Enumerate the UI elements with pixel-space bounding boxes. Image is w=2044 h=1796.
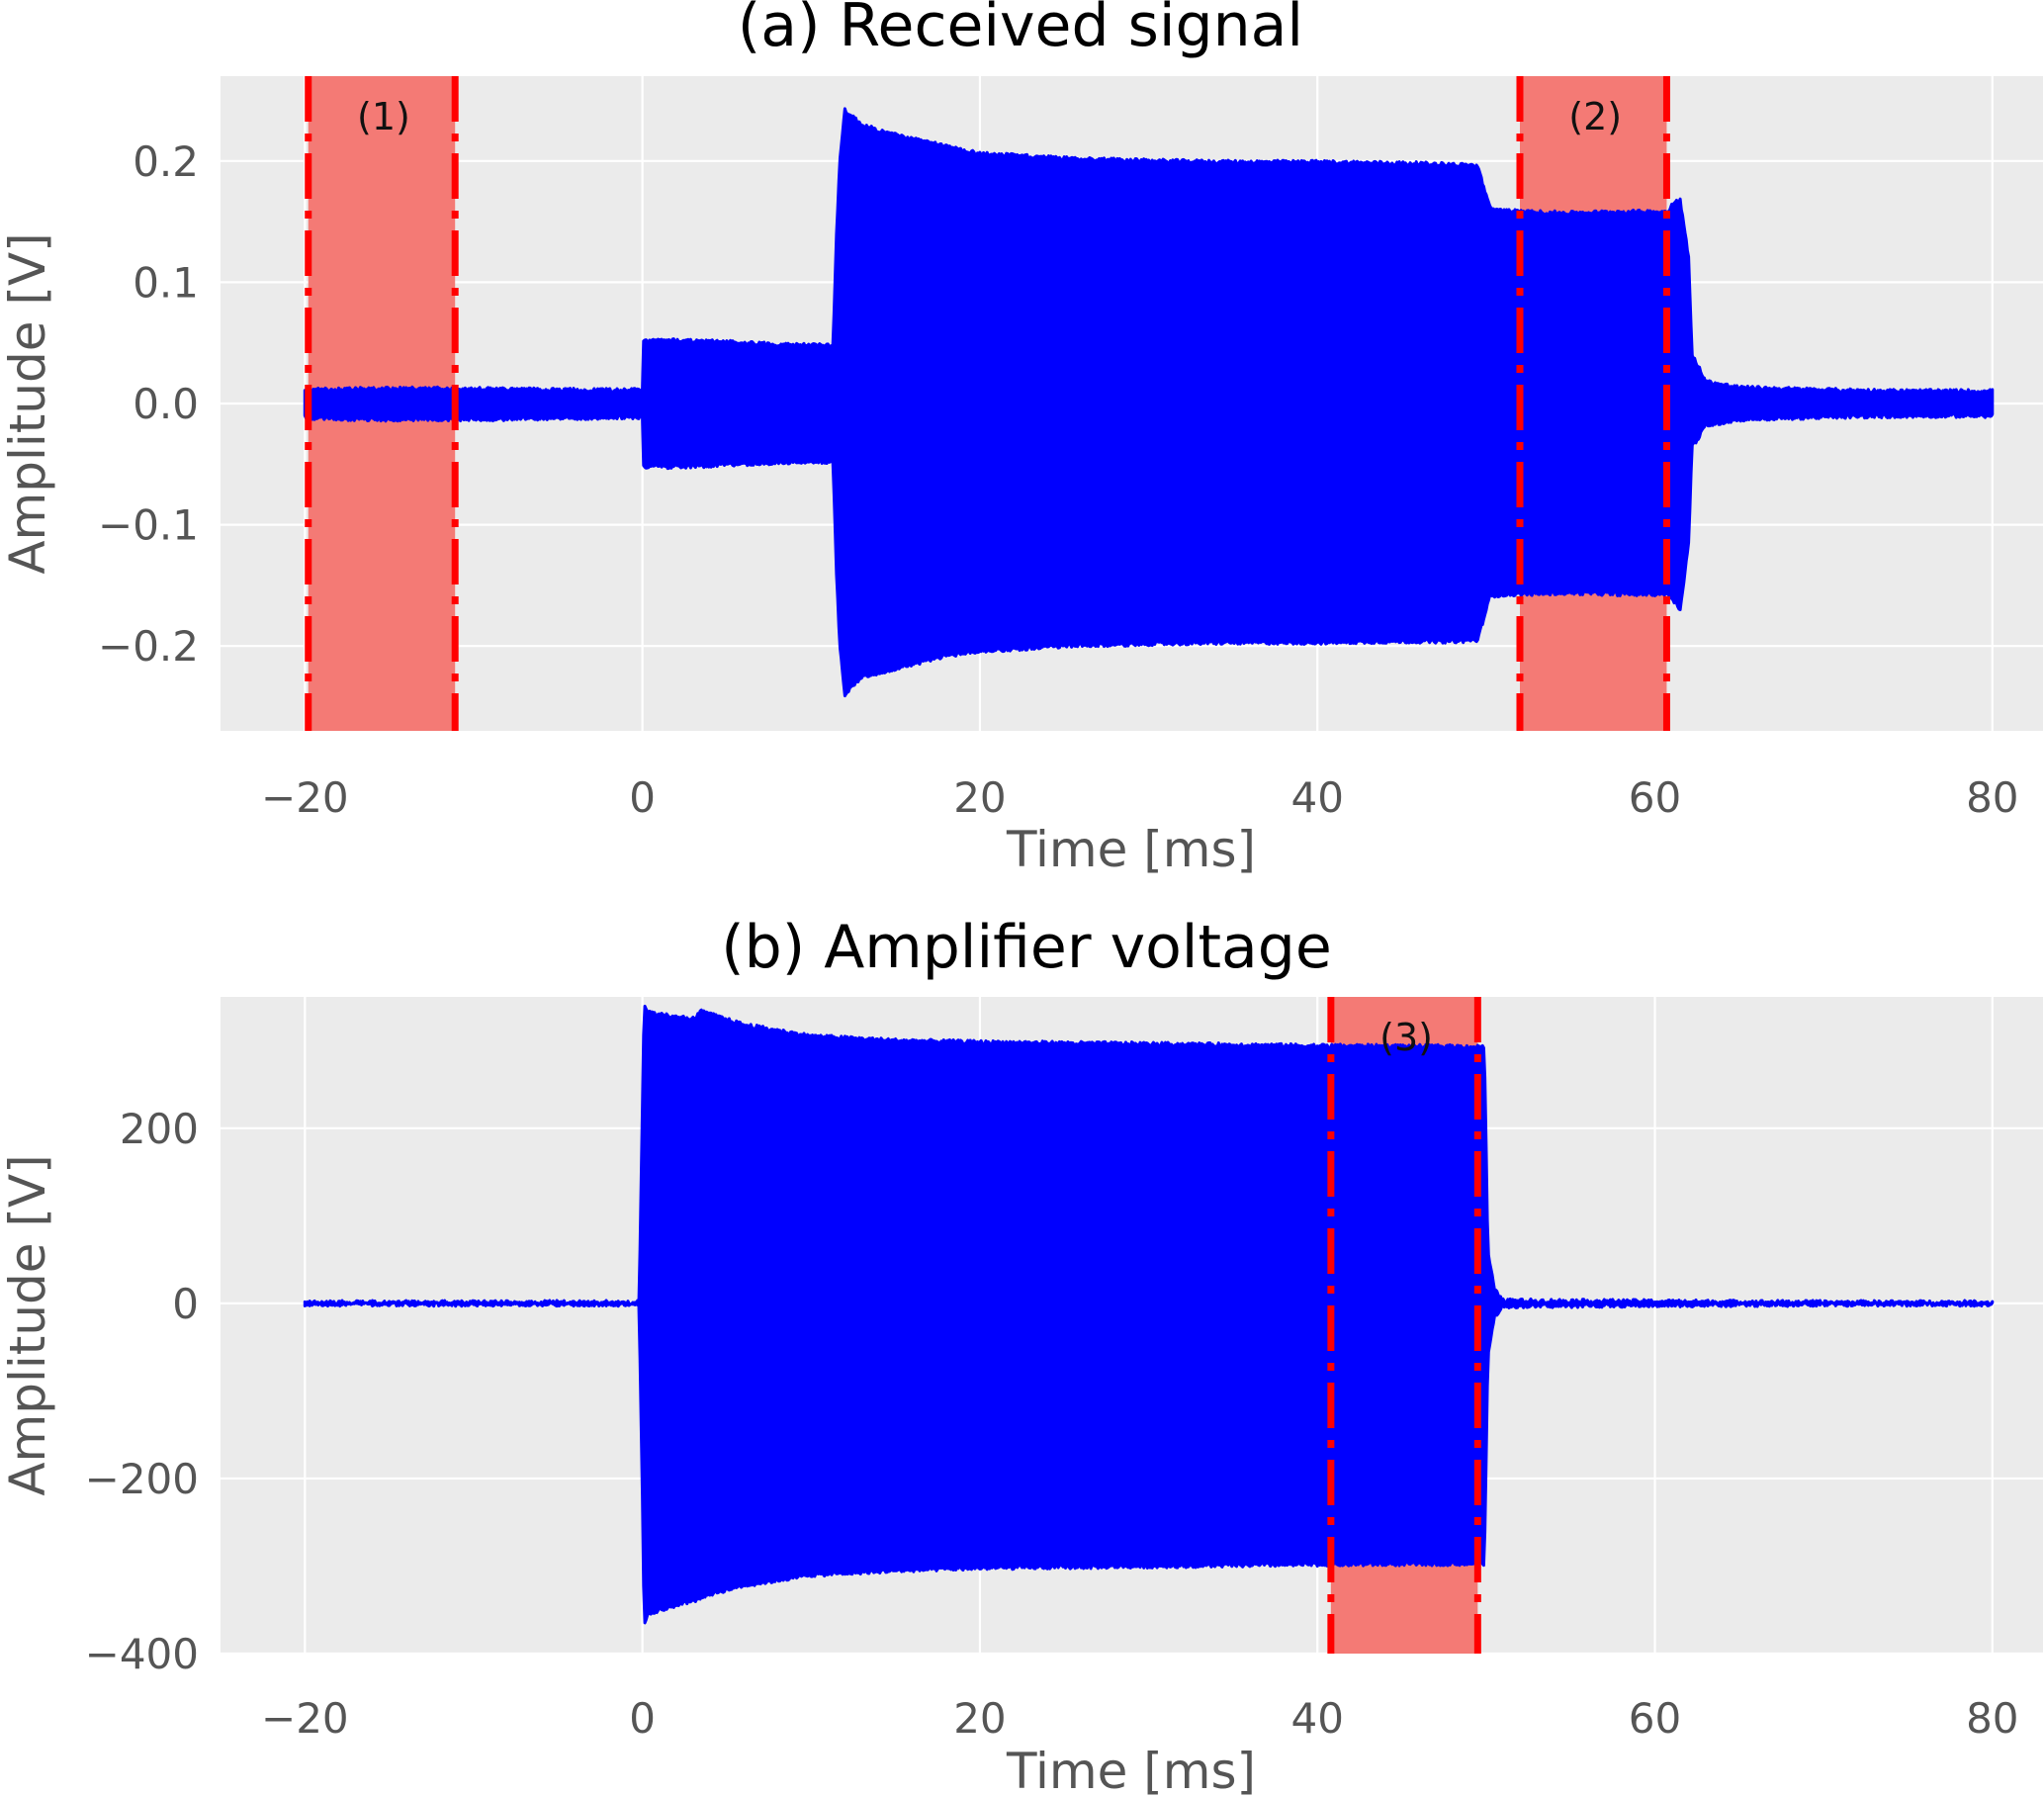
y-tick-label: −0.1 (98, 501, 199, 550)
y-tick-labels: −0.2 −0.1 0.0 0.1 0.2 (98, 137, 199, 671)
x-axis-label: Time [ms] (1006, 1743, 1256, 1796)
y-axis-label: Amplitude [V] (0, 1154, 56, 1495)
x-tick-label: 20 (953, 773, 1006, 822)
signal-envelope (303, 1004, 1995, 1625)
x-tick-label: 80 (1966, 773, 2018, 822)
y-tick-label: −400 (85, 1630, 199, 1678)
region-labels: (3) (1379, 1016, 1433, 1059)
y-tick-label: 0.0 (133, 380, 199, 428)
x-tick-label: −20 (261, 773, 349, 822)
x-tick-label: 0 (629, 773, 656, 822)
y-tick-label: 0.2 (133, 137, 199, 186)
signal-series (303, 107, 1995, 698)
x-tick-label: 80 (1966, 1694, 2018, 1743)
panel-received-signal: (a) Received signal (1) (2) −20 0 20 40 60 80 … (0, 0, 2043, 878)
x-tick-label: 60 (1629, 1694, 1681, 1743)
chart-title: (a) Received signal (738, 0, 1303, 60)
region-label: (3) (1379, 1016, 1433, 1059)
region-boundary-lines (305, 76, 1670, 731)
signal-envelope (303, 107, 1995, 698)
x-tick-label: −20 (261, 1694, 349, 1743)
y-tick-label: 0.1 (133, 258, 199, 307)
x-tick-labels: −20 0 20 40 60 80 (261, 1694, 2019, 1743)
region-boundary-lines (1327, 997, 1481, 1654)
x-tick-label: 40 (1290, 773, 1343, 822)
y-tick-label: −200 (85, 1455, 199, 1503)
x-tick-label: 60 (1629, 773, 1681, 822)
y-tick-labels: −400 −200 0 200 (85, 1105, 199, 1678)
y-tick-label: 200 (120, 1105, 199, 1153)
x-tick-label: 0 (629, 1694, 656, 1743)
x-tick-label: 40 (1290, 1694, 1343, 1743)
x-tick-labels: −20 0 20 40 60 80 (261, 773, 2019, 822)
x-axis-label: Time [ms] (1006, 821, 1256, 878)
x-tick-label: 20 (953, 1694, 1006, 1743)
panel-amplifier-voltage: (b) Amplifier voltage (3) −20 0 20 40 60 80 −… (0, 913, 2043, 1796)
chart-title: (b) Amplifier voltage (721, 913, 1332, 982)
region-label: (2) (1568, 95, 1622, 138)
y-tick-label: 0 (172, 1280, 199, 1328)
y-axis-label: Amplitude [V] (0, 232, 56, 574)
voltage-series (303, 1004, 1995, 1625)
y-tick-label: −0.2 (98, 622, 199, 671)
region-label: (1) (357, 95, 410, 138)
region-labels: (1) (2) (357, 95, 1622, 138)
